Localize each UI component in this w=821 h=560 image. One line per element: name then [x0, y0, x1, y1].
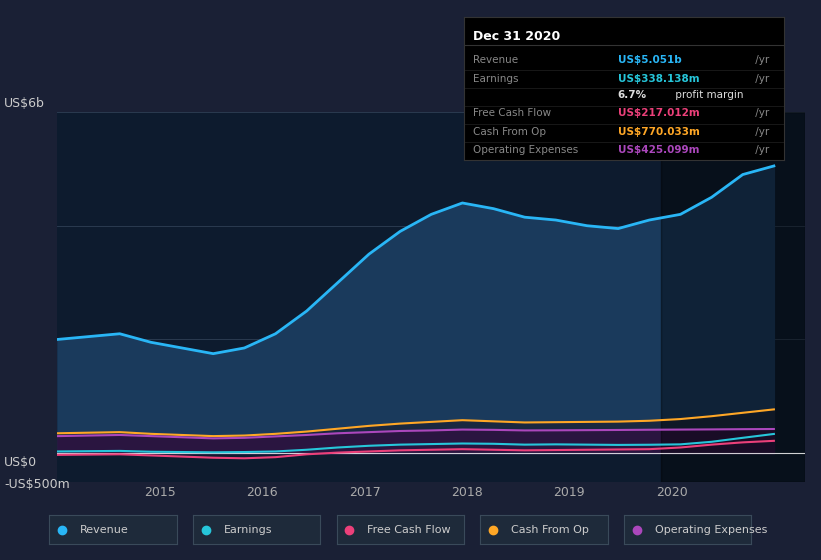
- Text: Free Cash Flow: Free Cash Flow: [474, 108, 552, 118]
- Text: Earnings: Earnings: [223, 525, 272, 535]
- Text: /yr: /yr: [752, 55, 769, 66]
- Text: US$6b: US$6b: [4, 97, 45, 110]
- Text: -US$500m: -US$500m: [4, 478, 70, 491]
- Text: Operating Expenses: Operating Expenses: [654, 525, 767, 535]
- Text: Cash From Op: Cash From Op: [474, 127, 547, 137]
- Text: Earnings: Earnings: [474, 74, 519, 84]
- Text: profit margin: profit margin: [672, 90, 744, 100]
- Text: Free Cash Flow: Free Cash Flow: [367, 525, 451, 535]
- Text: /yr: /yr: [752, 74, 769, 84]
- Text: US$0: US$0: [4, 455, 37, 469]
- Text: Revenue: Revenue: [474, 55, 519, 66]
- Text: US$338.138m: US$338.138m: [617, 74, 699, 84]
- Text: Operating Expenses: Operating Expenses: [474, 145, 579, 155]
- Text: US$770.033m: US$770.033m: [617, 127, 699, 137]
- Text: /yr: /yr: [752, 108, 769, 118]
- Text: Cash From Op: Cash From Op: [511, 525, 589, 535]
- Text: Dec 31 2020: Dec 31 2020: [474, 30, 561, 43]
- Text: US$425.099m: US$425.099m: [617, 145, 699, 155]
- Text: /yr: /yr: [752, 145, 769, 155]
- Bar: [661, 112, 805, 482]
- Text: Revenue: Revenue: [80, 525, 129, 535]
- Text: US$5.051b: US$5.051b: [617, 55, 681, 66]
- Text: /yr: /yr: [752, 127, 769, 137]
- Text: 6.7%: 6.7%: [617, 90, 647, 100]
- Text: US$217.012m: US$217.012m: [617, 108, 699, 118]
